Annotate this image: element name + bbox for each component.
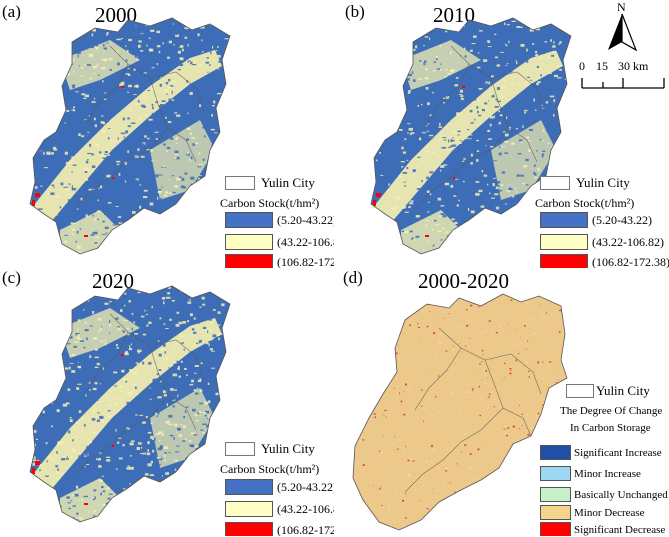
legend-class-row: Minor Increase: [540, 466, 641, 481]
legend-title: Carbon Stock(t/hm²): [535, 196, 635, 210]
legend-swatch: [540, 254, 588, 268]
legend-swatch: [225, 212, 273, 228]
legend-swatch: [540, 487, 571, 502]
legend-class-row: (43.22-106.82): [225, 234, 334, 250]
legend-city-row: Yulin City: [225, 442, 315, 456]
city-boundary-swatch: [225, 176, 255, 190]
legend-class-row: Significant Increase: [540, 445, 662, 460]
carbon-legend: Yulin City Carbon Stock(t/hm²) (5.20-43.…: [220, 442, 334, 536]
legend-swatch: [225, 479, 273, 495]
legend-swatch: [540, 445, 571, 460]
legend-class-row: Significant Decrease: [540, 522, 665, 536]
city-boundary-swatch: [540, 176, 570, 190]
legend-class-row: (5.20-43.22): [225, 212, 334, 228]
carbon-legend: Yulin City Carbon Stock(t/hm²) (5.20-43.…: [535, 176, 669, 268]
legend-class-label: (106.82-172.38): [592, 255, 669, 268]
scale-tick-15: 15: [596, 59, 608, 73]
legend-class-row: (43.22-106.82): [540, 234, 664, 250]
city-boundary-swatch: [566, 384, 594, 398]
carbon-stock-map-2020: [29, 285, 231, 523]
legend-swatch: [540, 466, 571, 481]
legend-class-row: (106.82-172.38): [225, 522, 334, 536]
carbon-stock-map-2010: [370, 17, 572, 255]
legend-city-label: Yulin City: [261, 441, 315, 456]
legend-swatch: [540, 505, 571, 520]
legend-class-row: (43.22-106.82): [225, 501, 334, 517]
carbon-legend: Yulin City Carbon Stock(t/hm²) (5.20-43.…: [220, 176, 334, 268]
legend-class-label: Basically Unchanged: [574, 488, 668, 501]
legend-class-label: Minor Increase: [574, 467, 641, 480]
panel-title: 2000-2020: [418, 269, 509, 293]
legend-city-row: Yulin City: [225, 176, 315, 190]
legend-city-label: Yulin City: [261, 175, 315, 190]
panel-label: (c): [2, 268, 21, 287]
panel-label: (a): [2, 2, 21, 21]
scale-tick-30km: 30 km: [618, 59, 649, 73]
legend-class-label: (5.20-43.22): [592, 213, 652, 227]
legend-city-row: Yulin City: [566, 384, 650, 398]
panel-label: (b): [345, 2, 365, 21]
panel-d: (d) 2000-2020 Yulin City The Degree Of C…: [335, 268, 669, 536]
legend-class-label: Significant Increase: [574, 446, 662, 459]
legend-swatch: [540, 212, 588, 228]
legend-class-label: (43.22-106.82): [277, 235, 334, 249]
scale-tick-0: 0: [579, 59, 585, 73]
legend-class-label: (5.20-43.22): [277, 480, 334, 494]
legend-class-label: (43.22-106.82): [277, 502, 334, 516]
north-arrow-icon: [581, 13, 665, 89]
legend-swatch: [225, 254, 273, 268]
legend-title-line2: In Carbon Storage: [570, 422, 651, 434]
legend-class-row: Minor Decrease: [540, 505, 645, 520]
change-legend: Yulin City The Degree Of Change In Carbo…: [540, 384, 669, 536]
legend-class-row: (5.20-43.22): [540, 212, 652, 228]
legend-class-label: (5.20-43.22): [277, 213, 334, 227]
city-boundary-swatch: [225, 442, 255, 456]
legend-class-label: Minor Decrease: [574, 506, 645, 519]
legend-swatch: [225, 234, 273, 250]
legend-city-row: Yulin City: [540, 176, 630, 190]
panel-a: (a) 2000 Yulin City Carbon Stock(t/hm²) …: [0, 0, 334, 268]
legend-class-row: (106.82-172.38): [540, 254, 669, 268]
carbon-stock-map-2000: [29, 17, 231, 255]
legend-city-label: Yulin City: [576, 175, 630, 190]
legend-swatch: [225, 522, 273, 536]
carbon-change-map-2000-2020: [352, 293, 568, 531]
legend-class-label: (106.82-172.38): [277, 523, 334, 536]
legend-class-label: (43.22-106.82): [592, 235, 664, 249]
legend-title-line1: The Degree Of Change: [560, 405, 663, 417]
north-arrow-scale-bar: N 0 15 30 km: [579, 0, 668, 94]
legend-city-label: Yulin City: [596, 383, 650, 398]
legend-title: Carbon Stock(t/hm²): [220, 462, 320, 476]
legend-class-label: (106.82-172.38): [277, 255, 334, 268]
legend-class-row: (5.20-43.22): [225, 479, 334, 495]
legend-class-label: Significant Decrease: [574, 523, 666, 536]
panel-c: (c) 2020 Yulin City Carbon Stock(t/hm²) …: [0, 268, 334, 536]
legend-title: Carbon Stock(t/hm²): [220, 196, 320, 210]
legend-swatch: [540, 234, 588, 250]
panel-b: (b) 2010 Yulin City Carbon Stock(t/hm²) …: [335, 0, 669, 268]
panel-label: (d): [343, 268, 363, 287]
legend-class-row: Basically Unchanged: [540, 487, 668, 502]
legend-swatch: [540, 522, 571, 536]
north-label: N: [617, 0, 626, 14]
legend-swatch: [225, 501, 273, 517]
legend-class-row: (106.82-172.38): [225, 254, 334, 268]
